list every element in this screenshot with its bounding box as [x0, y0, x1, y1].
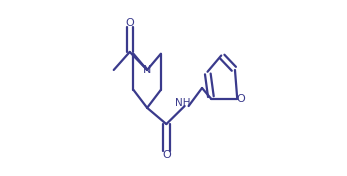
Text: O: O — [125, 18, 134, 28]
Text: N: N — [143, 65, 151, 75]
Text: NH: NH — [175, 98, 191, 108]
Text: O: O — [237, 94, 246, 104]
Text: O: O — [162, 150, 171, 160]
